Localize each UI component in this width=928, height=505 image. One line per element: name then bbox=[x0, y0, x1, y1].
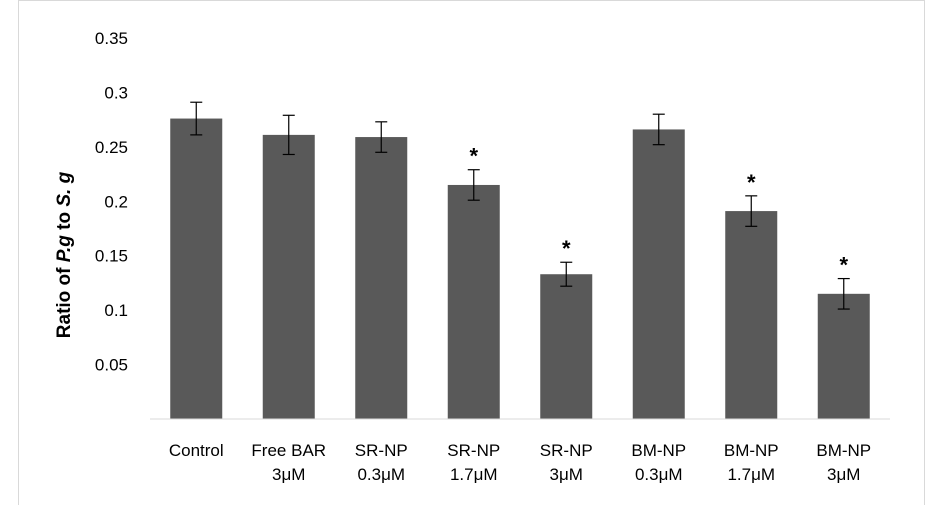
x-tick-label: 3μM bbox=[272, 465, 305, 484]
x-tick-label: SR-NP bbox=[447, 441, 500, 460]
y-tick-label: 0.1 bbox=[104, 301, 128, 320]
significance-star: * bbox=[562, 236, 571, 261]
x-tick-label: SR-NP bbox=[540, 441, 593, 460]
y-axis-label-italic-sg: S. g bbox=[54, 171, 75, 206]
bar bbox=[447, 184, 500, 419]
x-tick-label: Free BAR bbox=[251, 441, 326, 460]
significance-star: * bbox=[469, 144, 478, 169]
significance-star: * bbox=[747, 170, 756, 195]
bar bbox=[262, 134, 315, 419]
x-tick-label: 1.7μM bbox=[450, 465, 498, 484]
x-tick-label: 3μM bbox=[827, 465, 860, 484]
significance-star: * bbox=[839, 253, 848, 278]
x-tick-label: BM-NP bbox=[816, 441, 871, 460]
y-axis-label-middle: to bbox=[54, 207, 75, 236]
bar bbox=[355, 137, 408, 419]
y-tick-label: 0.05 bbox=[95, 356, 128, 375]
bars bbox=[170, 118, 870, 419]
y-axis-label: Ratio of P.g to S. g bbox=[54, 171, 75, 338]
bar bbox=[170, 118, 223, 419]
x-tick-label: 1.7μM bbox=[727, 465, 775, 484]
bar bbox=[632, 129, 685, 419]
bar bbox=[540, 274, 593, 419]
y-tick-label: 0.2 bbox=[104, 192, 128, 211]
x-tick-label: Control bbox=[169, 441, 224, 460]
y-tick-labels: 0.35 0.3 0.25 0.2 0.15 0.1 0.05 bbox=[95, 29, 128, 375]
y-tick-label: 0.25 bbox=[95, 138, 128, 157]
bar bbox=[817, 293, 870, 419]
y-axis-label-italic-pg: P.g bbox=[54, 235, 75, 263]
x-tick-label: 0.3μM bbox=[635, 465, 683, 484]
x-tick-labels: Control Free BAR 3μM SR-NP 0.3μM SR-NP 1.7μM SR… bbox=[169, 441, 871, 484]
bar bbox=[725, 211, 778, 419]
significance-markers: * * * * bbox=[469, 144, 848, 278]
x-tick-label: BM-NP bbox=[631, 441, 686, 460]
error-bars bbox=[190, 101, 850, 310]
chart-frame bbox=[18, 0, 925, 505]
x-tick-label: 3μM bbox=[550, 465, 583, 484]
x-tick-label: 0.3μM bbox=[357, 465, 405, 484]
y-tick-label: 0.15 bbox=[95, 247, 128, 266]
y-axis-label-prefix: Ratio of bbox=[54, 262, 75, 338]
y-tick-label: 0.35 bbox=[95, 29, 128, 48]
y-tick-label: 0.3 bbox=[104, 83, 128, 102]
x-tick-label: SR-NP bbox=[355, 441, 408, 460]
x-tick-label: BM-NP bbox=[724, 441, 779, 460]
